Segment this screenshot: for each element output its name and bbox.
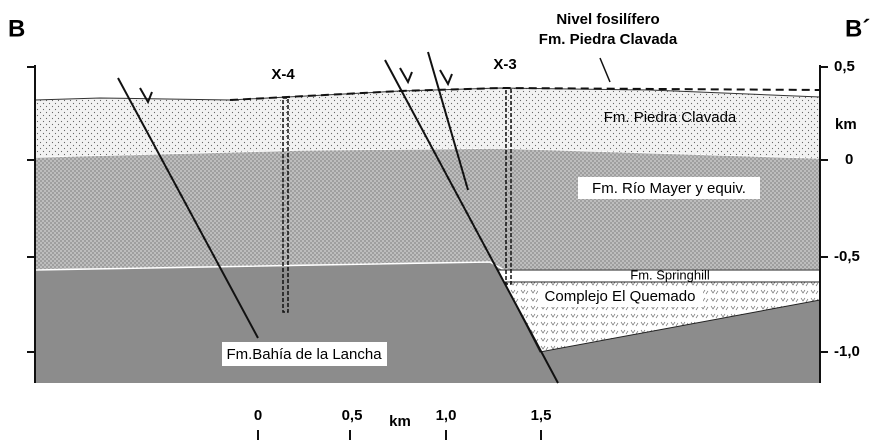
axis-label: -1,0 [834, 343, 860, 360]
axis-label: 0,5 [834, 58, 855, 75]
axis-label: 0 [845, 151, 853, 168]
unit-label: Complejo El Quemado [545, 288, 696, 305]
unit-label: Fm. Piedra Clavada [604, 109, 737, 126]
axis-label: -0,5 [834, 248, 860, 265]
label: B´ [845, 15, 870, 42]
well-label: X-3 [493, 56, 516, 73]
rio-mayer-layer [35, 148, 820, 270]
unit-label: Fm.Bahía de la Lancha [226, 346, 382, 363]
scale-ticks [258, 430, 541, 440]
unit-label: Fm. Springhill [630, 267, 710, 282]
axis-unit: km [835, 116, 857, 133]
scale-label: 1,0 [436, 407, 457, 424]
scale-unit: km [389, 413, 411, 430]
note: Nivel fosilífero [556, 11, 659, 28]
scale-label: 0,5 [342, 407, 363, 424]
note-arrow [600, 58, 610, 82]
label: B [8, 15, 25, 42]
cross-section: B B´ Nivel fosilífero Fm. Piedra Clavada… [0, 0, 881, 443]
well-label: X-4 [271, 66, 295, 83]
unit-label: Fm. Río Mayer y equiv. [592, 180, 746, 197]
note: Fm. Piedra Clavada [539, 31, 678, 48]
scale-label: 1,5 [531, 407, 552, 424]
scale-label: 0 [254, 407, 262, 424]
